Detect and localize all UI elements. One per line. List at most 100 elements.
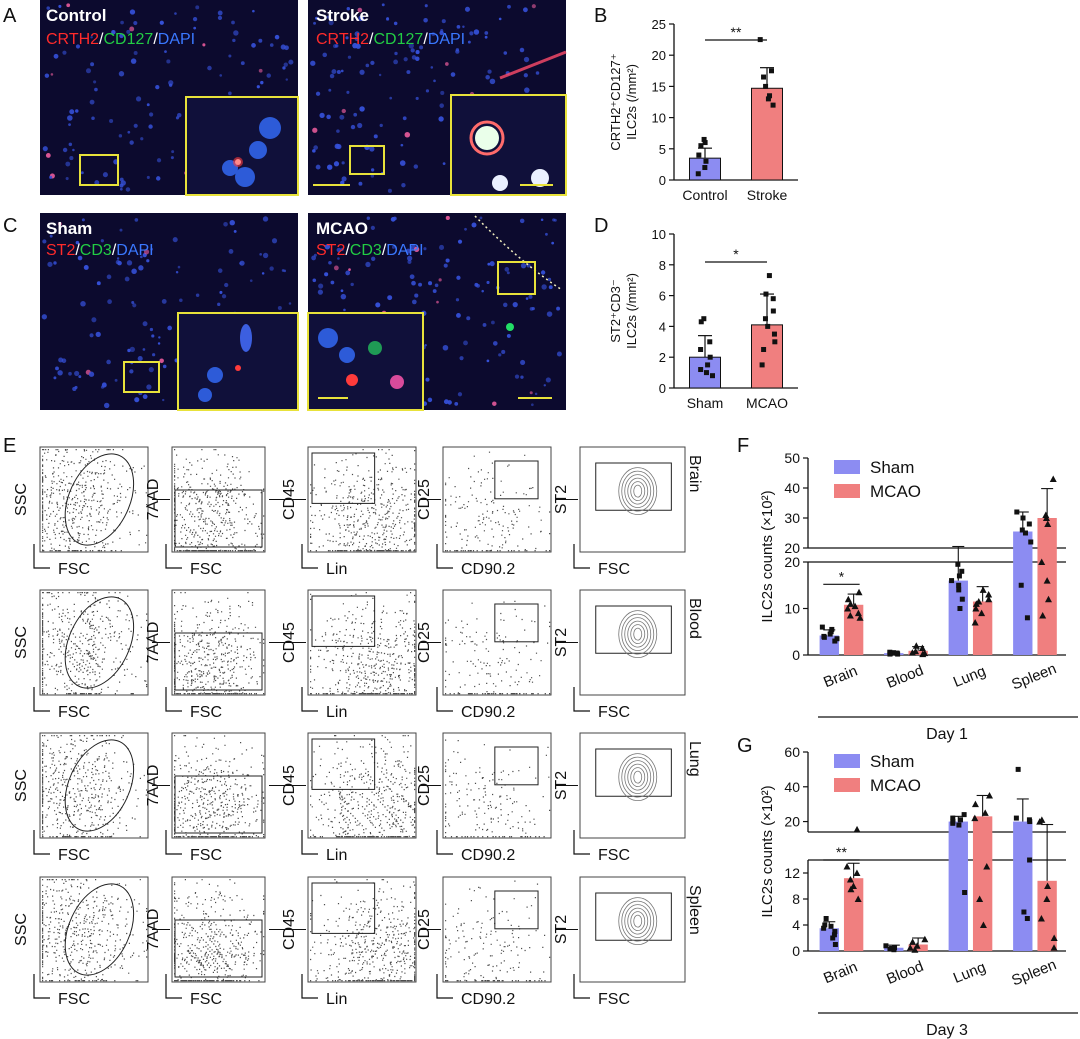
data-point <box>887 651 893 657</box>
gate-ellipse <box>64 596 135 689</box>
flow-x-label: FSC <box>598 561 630 578</box>
nucleus <box>399 160 406 166</box>
axis-arrow <box>165 687 182 712</box>
data-point <box>921 649 929 657</box>
flow-plot-blood-5: ST2 FSC <box>553 589 686 721</box>
nucleus <box>391 245 396 249</box>
contour-line <box>627 620 649 648</box>
nucleus <box>365 261 371 268</box>
axis-arrow <box>33 974 50 999</box>
nucleus <box>411 55 417 60</box>
nucleus <box>83 264 89 270</box>
nucleus <box>407 259 412 264</box>
data-point <box>1049 475 1057 482</box>
nucleus <box>269 266 274 271</box>
stain-legend: ST2/CD3/DAPI <box>316 242 424 259</box>
axis-arrow <box>436 687 453 712</box>
nucleus <box>271 238 278 244</box>
nucleus <box>484 31 489 35</box>
data-point <box>698 143 704 149</box>
legend-swatch-sham <box>834 754 860 768</box>
flow-x-label: CD90.2 <box>461 991 515 1008</box>
panel-letter-g: G <box>737 735 753 757</box>
panel-letter-b: B <box>594 5 607 27</box>
flow-y-label: SSC <box>13 913 30 946</box>
nucleus <box>486 359 490 363</box>
nucleus <box>78 375 82 379</box>
nucleus <box>41 314 48 320</box>
nucleus <box>430 66 434 69</box>
nucleus <box>119 187 123 191</box>
gate-box <box>174 632 263 691</box>
gate-ellipse <box>64 739 135 832</box>
flow-y-label: ST2 <box>553 915 570 944</box>
nucleus <box>556 306 561 311</box>
data-point <box>831 932 837 938</box>
nucleus <box>88 371 95 377</box>
contour-line <box>627 907 649 935</box>
data-point <box>892 945 898 951</box>
nucleus <box>146 103 150 107</box>
nucleus <box>464 227 467 231</box>
plot-frame <box>442 876 552 983</box>
x-tick-label: Brain <box>821 958 860 987</box>
x-tick-label: Blood <box>884 958 926 988</box>
plot-frame <box>442 589 552 696</box>
scatter-events <box>174 735 265 838</box>
nucleus <box>489 78 496 85</box>
nucleus <box>442 162 446 166</box>
nucleus <box>102 382 107 387</box>
scatter-events <box>42 879 148 982</box>
nucleus <box>523 7 528 13</box>
stain-legend: ST2/CD3/DAPI <box>46 242 154 259</box>
data-point <box>821 925 827 931</box>
nucleus <box>118 134 123 138</box>
data-point <box>1026 521 1032 527</box>
nucleus <box>170 156 174 160</box>
plot-frame <box>307 876 417 983</box>
data-point <box>765 96 771 102</box>
nucleus <box>117 260 122 266</box>
bar-mcao-spleen <box>1037 518 1057 655</box>
data-point <box>695 171 701 177</box>
plot-frame <box>171 446 266 553</box>
nucleus <box>58 4 62 8</box>
nucleus <box>62 50 67 55</box>
nucleus <box>310 60 316 66</box>
nucleus <box>72 148 75 152</box>
roi-box <box>123 361 160 393</box>
nucleus <box>164 50 167 54</box>
flow-x-label: FSC <box>598 704 630 721</box>
data-point <box>770 308 776 314</box>
data-point <box>1043 577 1051 584</box>
group-label: Day 1 <box>926 726 968 743</box>
contour-line <box>630 481 646 502</box>
nucleus <box>394 51 398 56</box>
nucleus <box>457 239 463 244</box>
nucleus <box>129 369 134 374</box>
nucleus <box>507 4 511 9</box>
nucleus <box>109 118 114 124</box>
nucleus <box>369 146 375 152</box>
nucleus <box>359 69 365 75</box>
tissue-label-lung: Lung <box>686 741 703 777</box>
nucleus <box>318 283 324 289</box>
flow-y-label: CD25 <box>416 765 433 806</box>
nucleus <box>223 222 228 227</box>
nucleus <box>441 19 446 24</box>
nucleus <box>114 378 118 382</box>
plot-frame <box>579 732 686 839</box>
plot-frame <box>579 446 686 553</box>
micrograph-title: MCAO <box>316 219 368 238</box>
plot-frame <box>39 589 149 696</box>
nucleus <box>328 20 334 26</box>
data-point <box>770 296 776 302</box>
flow-plot-lung-5: ST2 FSC <box>553 732 686 864</box>
nucleus <box>403 57 408 62</box>
nucleus <box>456 25 461 29</box>
x-tick-label: Lung <box>951 663 988 691</box>
nucleus <box>401 183 406 188</box>
nucleus <box>373 134 378 139</box>
data-point <box>853 869 861 876</box>
nucleus <box>531 4 536 9</box>
